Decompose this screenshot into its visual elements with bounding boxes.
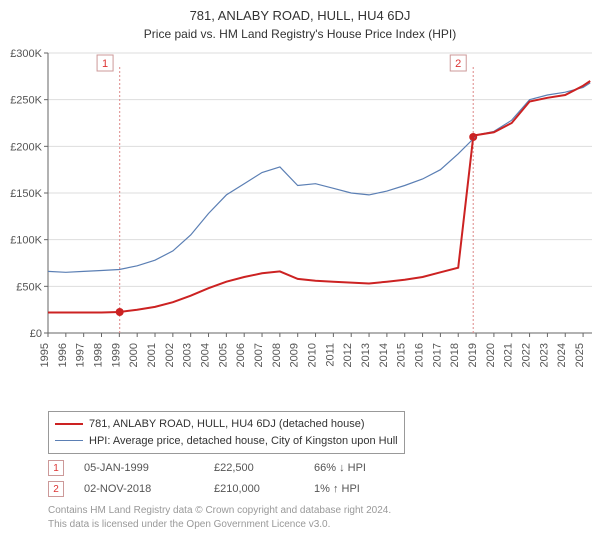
sale-row: 1 05-JAN-1999 £22,500 66% ↓ HPI [48,458,590,479]
svg-text:2021: 2021 [503,343,515,367]
svg-text:£100K: £100K [10,235,42,247]
sale-date: 02-NOV-2018 [84,479,194,500]
svg-text:2003: 2003 [182,343,194,367]
svg-text:2013: 2013 [360,343,372,367]
svg-text:1999: 1999 [110,343,122,367]
svg-text:2012: 2012 [342,343,354,367]
footer: Contains HM Land Registry data © Crown c… [48,504,590,532]
svg-text:2025: 2025 [574,343,586,367]
svg-text:2000: 2000 [128,343,140,367]
title-block: 781, ANLABY ROAD, HULL, HU4 6DJ Price pa… [0,0,600,45]
sale-marker: 1 [48,460,64,476]
svg-text:2020: 2020 [485,343,497,367]
svg-text:1997: 1997 [75,343,87,367]
svg-text:2005: 2005 [217,343,229,367]
svg-text:£150K: £150K [10,188,42,200]
svg-text:2014: 2014 [378,343,390,367]
svg-text:2007: 2007 [253,343,265,367]
sale-price: £210,000 [214,479,294,500]
svg-text:2006: 2006 [235,343,247,367]
svg-text:2009: 2009 [289,343,301,367]
legend: 781, ANLABY ROAD, HULL, HU4 6DJ (detache… [48,411,405,454]
legend-label: HPI: Average price, detached house, City… [89,433,398,450]
svg-text:£0: £0 [30,328,42,340]
sale-row: 2 02-NOV-2018 £210,000 1% ↑ HPI [48,479,590,500]
svg-text:2004: 2004 [200,343,212,367]
chart-title: 781, ANLABY ROAD, HULL, HU4 6DJ [0,8,600,23]
chart-area: £0 £50K £100K £150K £200K £250K £300K 1995 1996 1… [0,45,600,405]
series-price_paid [48,81,590,313]
svg-text:1995: 1995 [39,343,51,367]
legend-swatch [55,423,83,425]
svg-text:2011: 2011 [324,343,336,367]
sale-price: £22,500 [214,458,294,479]
svg-text:2024: 2024 [556,343,568,367]
chart-subtitle: Price paid vs. HM Land Registry's House … [0,27,600,41]
svg-text:2019: 2019 [467,343,479,367]
svg-text:2015: 2015 [396,343,408,367]
svg-text:£50K: £50K [16,281,42,293]
svg-text:2016: 2016 [414,343,426,367]
svg-text:£250K: £250K [10,95,42,107]
svg-text:1996: 1996 [57,343,69,367]
series-hpi [48,83,590,272]
svg-text:2022: 2022 [521,343,533,367]
svg-text:2001: 2001 [146,343,158,367]
svg-text:2023: 2023 [538,343,550,367]
svg-text:2017: 2017 [431,343,443,367]
sale-events: 1 05-JAN-1999 £22,500 66% ↓ HPI 2 02-NOV-2018… [48,458,590,500]
sale-marker: 2 [48,481,64,497]
svg-text:£200K: £200K [10,141,42,153]
sale-delta: 66% ↓ HPI [314,458,366,479]
svg-text:£300K: £300K [10,48,42,60]
svg-text:2018: 2018 [449,343,461,367]
sale-date: 05-JAN-1999 [84,458,194,479]
svg-text:2008: 2008 [271,343,283,367]
legend-swatch [55,440,83,441]
legend-row: 781, ANLABY ROAD, HULL, HU4 6DJ (detache… [55,416,398,433]
sale-delta: 1% ↑ HPI [314,479,360,500]
legend-row: HPI: Average price, detached house, City… [55,433,398,450]
line-chart: £0 £50K £100K £150K £200K £250K £300K 1995 1996 1… [0,45,600,405]
footer-line-1: Contains HM Land Registry data © Crown c… [48,504,590,518]
svg-text:1: 1 [102,58,108,70]
svg-text:2002: 2002 [164,343,176,367]
svg-text:2010: 2010 [307,343,319,367]
svg-text:2: 2 [455,58,461,70]
svg-text:1998: 1998 [93,343,105,367]
footer-line-2: This data is licensed under the Open Gov… [48,518,590,532]
legend-label: 781, ANLABY ROAD, HULL, HU4 6DJ (detache… [89,416,365,433]
